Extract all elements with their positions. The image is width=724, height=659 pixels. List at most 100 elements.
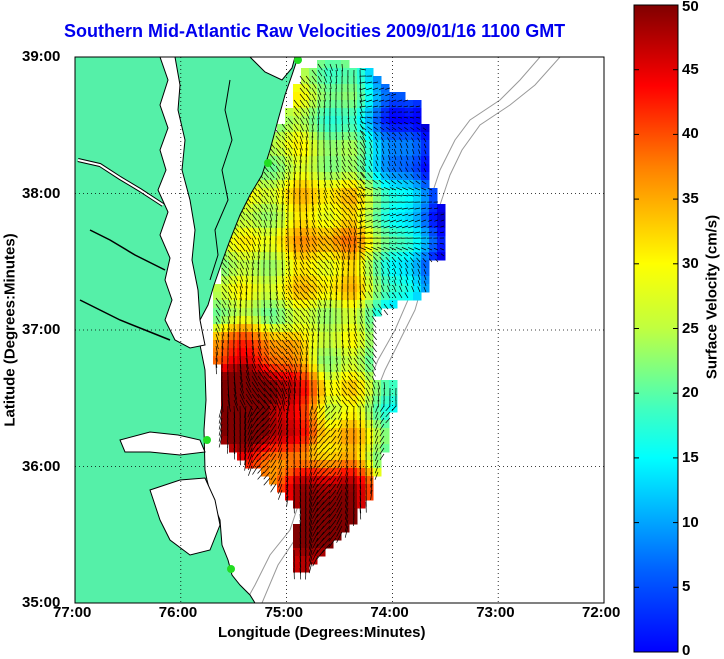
- chesapeake-bay: [157, 57, 206, 349]
- velocity-arrow: [386, 127, 391, 131]
- velocity-arrow: [275, 273, 278, 282]
- velocity-arrow: [252, 465, 259, 475]
- velocity-arrow: [299, 453, 301, 464]
- velocity-arrow: [347, 117, 350, 125]
- velocity-arrow: [245, 381, 252, 393]
- velocity-arrow: [362, 141, 367, 149]
- velocity-arrow: [440, 213, 445, 216]
- velocity-arrow: [215, 339, 219, 350]
- velocity-arrow: [341, 153, 346, 162]
- velocity-cell: [253, 348, 262, 357]
- velocity-arrow: [309, 411, 313, 422]
- velocity-cell: [349, 140, 358, 149]
- velocity-cell: [405, 252, 414, 261]
- velocity-cell: [293, 564, 302, 573]
- velocity-cell: [317, 524, 326, 533]
- velocity-arrow: [316, 525, 325, 536]
- velocity-cell: [269, 268, 278, 277]
- velocity-arrow: [287, 315, 294, 323]
- velocity-arrow: [347, 393, 354, 402]
- velocity-arrow: [365, 363, 371, 371]
- velocity-cell: [285, 428, 294, 437]
- velocity-cell: [261, 308, 270, 317]
- velocity-arrow: [347, 177, 354, 185]
- velocity-cell: [365, 380, 374, 389]
- velocity-arrow: [400, 155, 403, 161]
- velocity-arrow: [363, 231, 373, 234]
- velocity-arrow: [257, 237, 261, 247]
- velocity-arrow: [323, 273, 329, 282]
- velocity-cell: [349, 412, 358, 421]
- velocity-cell: [245, 292, 254, 301]
- velocity-arrow: [371, 363, 377, 371]
- velocity-cell: [381, 412, 390, 421]
- velocity-arrow: [323, 375, 326, 385]
- velocity-arrow: [317, 81, 322, 89]
- velocity-arrow: [281, 387, 287, 400]
- velocity-arrow: [275, 351, 283, 360]
- velocity-arrow: [423, 269, 427, 275]
- velocity-cell: [381, 124, 390, 133]
- velocity-arrow: [353, 375, 360, 384]
- velocity-arrow: [299, 483, 302, 496]
- velocity-arrow: [383, 303, 389, 310]
- velocity-arrow: [317, 63, 323, 71]
- velocity-cell: [301, 220, 310, 229]
- velocity-cell: [317, 188, 326, 197]
- velocity-arrow: [257, 351, 263, 362]
- velocity-arrow: [347, 111, 350, 120]
- velocity-arrow: [359, 68, 367, 71]
- velocity-arrow: [233, 393, 238, 406]
- velocity-arrow: [321, 519, 331, 530]
- velocity-cell: [429, 236, 438, 245]
- velocity-arrow: [385, 116, 391, 119]
- velocity-cell: [349, 452, 358, 461]
- velocity-arrow: [317, 189, 321, 199]
- velocity-arrow: [305, 351, 308, 361]
- velocity-cell: [365, 100, 374, 109]
- velocity-arrow: [299, 333, 305, 343]
- velocity-cell: [229, 348, 238, 357]
- velocity-cell: [381, 228, 390, 237]
- velocity-cell: [397, 180, 406, 189]
- velocity-cell: [325, 540, 334, 549]
- velocity-cell: [341, 428, 350, 437]
- velocity-cell: [261, 180, 270, 189]
- velocity-arrow: [281, 267, 284, 277]
- velocity-arrow: [373, 116, 379, 119]
- velocity-cell: [293, 172, 302, 181]
- velocity-arrow: [347, 183, 354, 192]
- velocity-cell: [245, 260, 254, 269]
- x-tick-label: 76:00: [158, 604, 198, 621]
- velocity-arrow: [257, 345, 263, 356]
- velocity-arrow: [341, 333, 344, 343]
- velocity-cell: [269, 468, 278, 477]
- velocity-arrow: [221, 333, 224, 344]
- velocity-arrow: [275, 219, 277, 228]
- velocity-cell: [317, 476, 326, 485]
- velocity-arrow: [287, 285, 293, 295]
- velocity-arrow: [377, 309, 383, 316]
- velocity-arrow: [344, 519, 349, 532]
- velocity-cell: [301, 204, 310, 213]
- velocity-arrow: [365, 179, 373, 185]
- velocity-cell: [245, 300, 254, 309]
- velocity-arrow: [269, 327, 275, 336]
- velocity-arrow: [360, 116, 367, 119]
- velocity-cell: [349, 188, 358, 197]
- velocity-arrow: [353, 243, 356, 254]
- velocity-arrow: [390, 251, 397, 257]
- velocity-cell: [269, 156, 278, 165]
- velocity-arrow: [374, 267, 379, 275]
- velocity-arrow: [309, 441, 313, 452]
- velocity-arrow: [318, 453, 325, 462]
- velocity-arrow: [251, 333, 254, 344]
- velocity-cell: [341, 244, 350, 253]
- velocity-arrow: [439, 242, 445, 245]
- velocity-arrow: [323, 171, 326, 180]
- velocity-arrow: [403, 99, 409, 102]
- velocity-arrow: [416, 174, 421, 179]
- velocity-arrow: [393, 285, 397, 293]
- velocity-arrow: [316, 477, 325, 487]
- velocity-arrow: [316, 549, 325, 560]
